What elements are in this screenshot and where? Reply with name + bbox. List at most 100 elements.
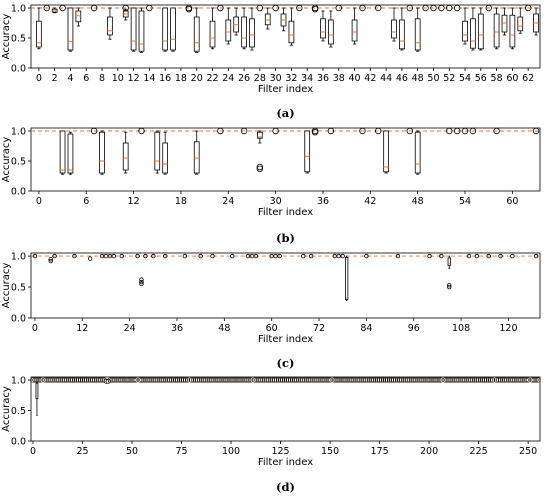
box-9	[107, 7, 113, 40]
box-body	[99, 131, 105, 174]
outlier-point	[313, 377, 319, 383]
outlier-point	[162, 253, 168, 259]
x-tick-label: 30	[270, 196, 282, 207]
outlier-point	[282, 377, 288, 383]
x-tick-label: 36	[317, 196, 329, 207]
outlier-point	[301, 253, 306, 259]
box-body	[470, 18, 476, 49]
outlier-point	[446, 377, 452, 383]
x-tick-label: 48	[412, 73, 424, 84]
outlier-point	[244, 377, 250, 383]
outlier-point	[347, 377, 353, 383]
outlier-point	[139, 377, 145, 383]
x-tick-label: 48	[412, 196, 424, 207]
outlier-point	[416, 377, 422, 383]
outlier-point	[466, 377, 472, 383]
outlier-point	[375, 127, 382, 135]
outlier-point	[450, 377, 456, 383]
outlier-point	[321, 377, 327, 383]
box-body	[67, 7, 74, 51]
outlier-point	[217, 127, 224, 135]
outlier-point	[184, 377, 190, 383]
outlier-point	[474, 253, 480, 259]
outlier-point	[268, 377, 274, 383]
outlier-point	[420, 377, 426, 383]
outlier-point	[155, 377, 161, 383]
outlier-point	[533, 377, 539, 383]
outlier-point	[50, 377, 56, 383]
y-tick-label: 0.0	[11, 186, 26, 197]
outlier-point	[510, 253, 515, 259]
plot-frame	[30, 376, 541, 442]
x-tick-label: 36	[171, 323, 183, 334]
outlier-point	[262, 377, 268, 383]
outlier-point	[301, 377, 307, 383]
outlier-point	[404, 377, 410, 383]
x-tick-label: 175	[371, 446, 389, 457]
x-tick-label: 250	[519, 446, 537, 457]
outlier-point	[529, 377, 535, 383]
outlier-point	[79, 377, 85, 383]
outlier-point	[341, 377, 347, 383]
box-2	[35, 379, 39, 416]
outlier-point	[43, 4, 50, 12]
outlier-point	[453, 4, 461, 12]
outlier-point	[119, 253, 124, 259]
outlier-point	[398, 377, 404, 383]
x-tick-label: 50	[126, 446, 138, 457]
x-tick-label: 36	[317, 73, 329, 84]
outlier-point	[402, 377, 408, 383]
box-body	[75, 10, 82, 23]
box-0	[36, 7, 42, 50]
outlier-point	[311, 377, 317, 383]
outlier-point	[177, 377, 183, 383]
outlier-point	[256, 377, 262, 383]
outlier-point	[48, 377, 54, 383]
outlier-point	[32, 377, 38, 383]
outlier-point	[343, 377, 349, 383]
x-tick-label: 16	[159, 73, 171, 84]
outlier-point	[525, 377, 531, 383]
x-tick-label: 44	[380, 73, 392, 84]
y-axis-label: Accuracy	[1, 386, 12, 432]
outlier-point	[452, 377, 458, 383]
outlier-point	[519, 377, 525, 383]
x-tick-label: 200	[420, 446, 438, 457]
outlier-point	[217, 4, 224, 12]
outlier-point	[430, 377, 436, 383]
outlier-point	[139, 277, 144, 282]
box-body	[320, 18, 326, 39]
outlier-point	[175, 377, 181, 383]
box-body	[107, 16, 113, 36]
outlier-point	[70, 377, 76, 383]
outlier-point	[240, 377, 246, 383]
outlier-point	[58, 377, 64, 383]
outlier-point	[521, 377, 527, 383]
box-105	[447, 255, 451, 269]
outlier-point	[153, 377, 159, 383]
outlier-point	[198, 253, 203, 259]
box-body	[462, 20, 468, 42]
outlier-point	[414, 377, 420, 383]
outlier-point	[373, 377, 379, 383]
outlier-point	[315, 377, 321, 383]
box-body	[209, 20, 216, 48]
outlier-point	[438, 377, 444, 383]
outlier-point	[359, 4, 366, 12]
outlier-point	[270, 377, 276, 383]
outlier-point	[278, 377, 284, 383]
x-tick-label: 32	[285, 73, 297, 84]
outlier-point	[303, 377, 309, 383]
box-body	[399, 19, 405, 50]
box-63	[533, 7, 539, 36]
outlier-point	[139, 281, 144, 287]
outlier-point	[351, 377, 357, 383]
box-body	[517, 16, 524, 32]
outlier-point	[272, 4, 279, 12]
outlier-point	[179, 377, 185, 383]
outlier-point	[256, 163, 264, 171]
x-tick-label: 0	[32, 323, 38, 334]
outlier-point	[200, 377, 206, 383]
box-20	[193, 130, 200, 175]
box-body	[501, 14, 508, 33]
